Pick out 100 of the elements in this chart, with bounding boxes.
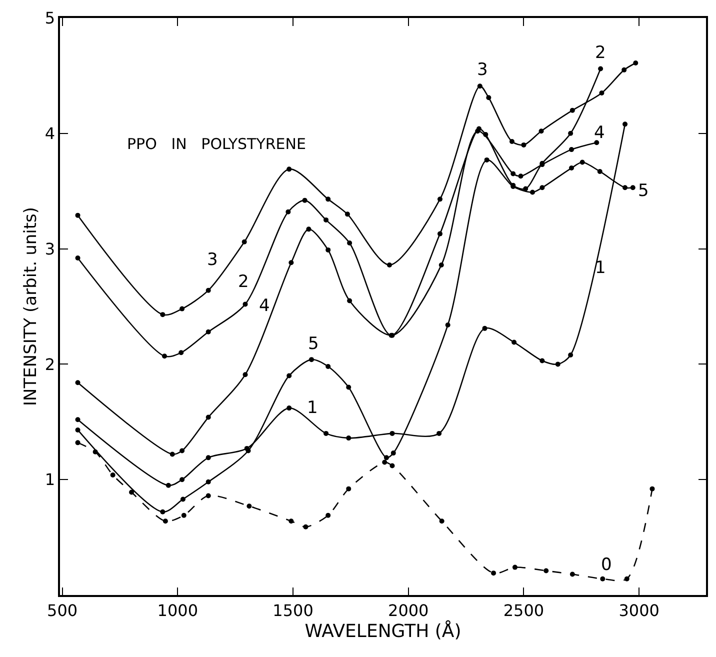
point (178, 350, 184, 356)
point (390, 430, 395, 436)
series-label: 3 (477, 60, 488, 80)
x-tick-label: 1000 (157, 600, 198, 620)
point (486, 95, 492, 100)
text: 3 (207, 250, 218, 270)
point (555, 362, 560, 367)
series-label: 1 (307, 398, 318, 418)
point (302, 198, 308, 203)
point (347, 298, 352, 304)
point (622, 67, 627, 72)
point (630, 185, 636, 190)
point (206, 479, 211, 484)
point (624, 576, 630, 582)
point (437, 231, 442, 236)
text: 1 (595, 258, 606, 278)
point (597, 168, 602, 174)
point (509, 138, 514, 144)
point (540, 358, 545, 364)
point (206, 288, 211, 293)
point (568, 147, 574, 152)
point (484, 157, 490, 162)
point (386, 262, 392, 268)
annotation: PPO IN POLYSTYRENE (127, 135, 306, 153)
point (650, 486, 655, 492)
y-axis-title: INTENSITY (arbit. units) (20, 206, 41, 406)
point (568, 166, 574, 171)
point (246, 448, 251, 454)
point (512, 340, 517, 345)
point (600, 576, 606, 582)
point (324, 430, 329, 436)
series-label: 0 (601, 555, 612, 575)
point (568, 130, 574, 136)
point (326, 512, 331, 518)
point (160, 312, 166, 318)
x-tick-label: 500 (47, 600, 78, 620)
point (518, 174, 524, 179)
point (521, 142, 526, 148)
point (110, 472, 116, 478)
point (288, 518, 294, 524)
point (544, 568, 549, 574)
point (160, 509, 166, 514)
point (344, 212, 350, 217)
point (180, 306, 185, 312)
point (477, 84, 482, 89)
point (570, 572, 575, 577)
point (475, 128, 480, 134)
point (347, 240, 352, 246)
x-tick-label: 2000 (388, 600, 429, 620)
series-label: 5 (638, 181, 649, 201)
point (438, 262, 444, 268)
x-tick-label: 2500 (503, 600, 544, 620)
point (568, 352, 574, 358)
point (286, 209, 291, 214)
x-tick-label: 3000 (618, 600, 660, 620)
point (580, 160, 585, 165)
point (286, 166, 292, 172)
point (303, 524, 308, 530)
point (390, 450, 396, 456)
point (246, 504, 252, 509)
point (75, 256, 80, 261)
point (570, 108, 575, 113)
point (437, 196, 442, 202)
point (162, 518, 168, 524)
point (206, 455, 211, 460)
point (75, 427, 80, 432)
point (439, 518, 444, 524)
point (75, 380, 80, 386)
point (286, 373, 292, 378)
point (633, 60, 638, 66)
point (512, 564, 518, 570)
point (288, 260, 294, 266)
point (162, 354, 168, 359)
point (308, 357, 314, 362)
text: 4 (259, 296, 270, 316)
y-tick-label: 2 (44, 354, 56, 374)
point (491, 570, 496, 576)
point (599, 90, 604, 96)
text: 5 (308, 334, 319, 354)
point (538, 128, 544, 134)
point (594, 140, 600, 146)
y-tick-label: 3 (44, 239, 56, 258)
point (180, 477, 185, 482)
x-tick-label: 1500 (272, 600, 314, 620)
point (181, 512, 186, 518)
point (306, 226, 312, 232)
point (622, 185, 628, 190)
point (206, 493, 211, 498)
point (170, 452, 175, 457)
series-label: 4 (594, 123, 605, 143)
y-tick-label: 4 (44, 124, 56, 143)
point (346, 486, 352, 492)
point (166, 482, 171, 488)
point (180, 448, 185, 454)
point (324, 217, 329, 222)
point (326, 364, 331, 370)
series-label: 2 (238, 272, 249, 292)
point (75, 440, 80, 446)
point (540, 185, 545, 190)
point (242, 239, 247, 244)
